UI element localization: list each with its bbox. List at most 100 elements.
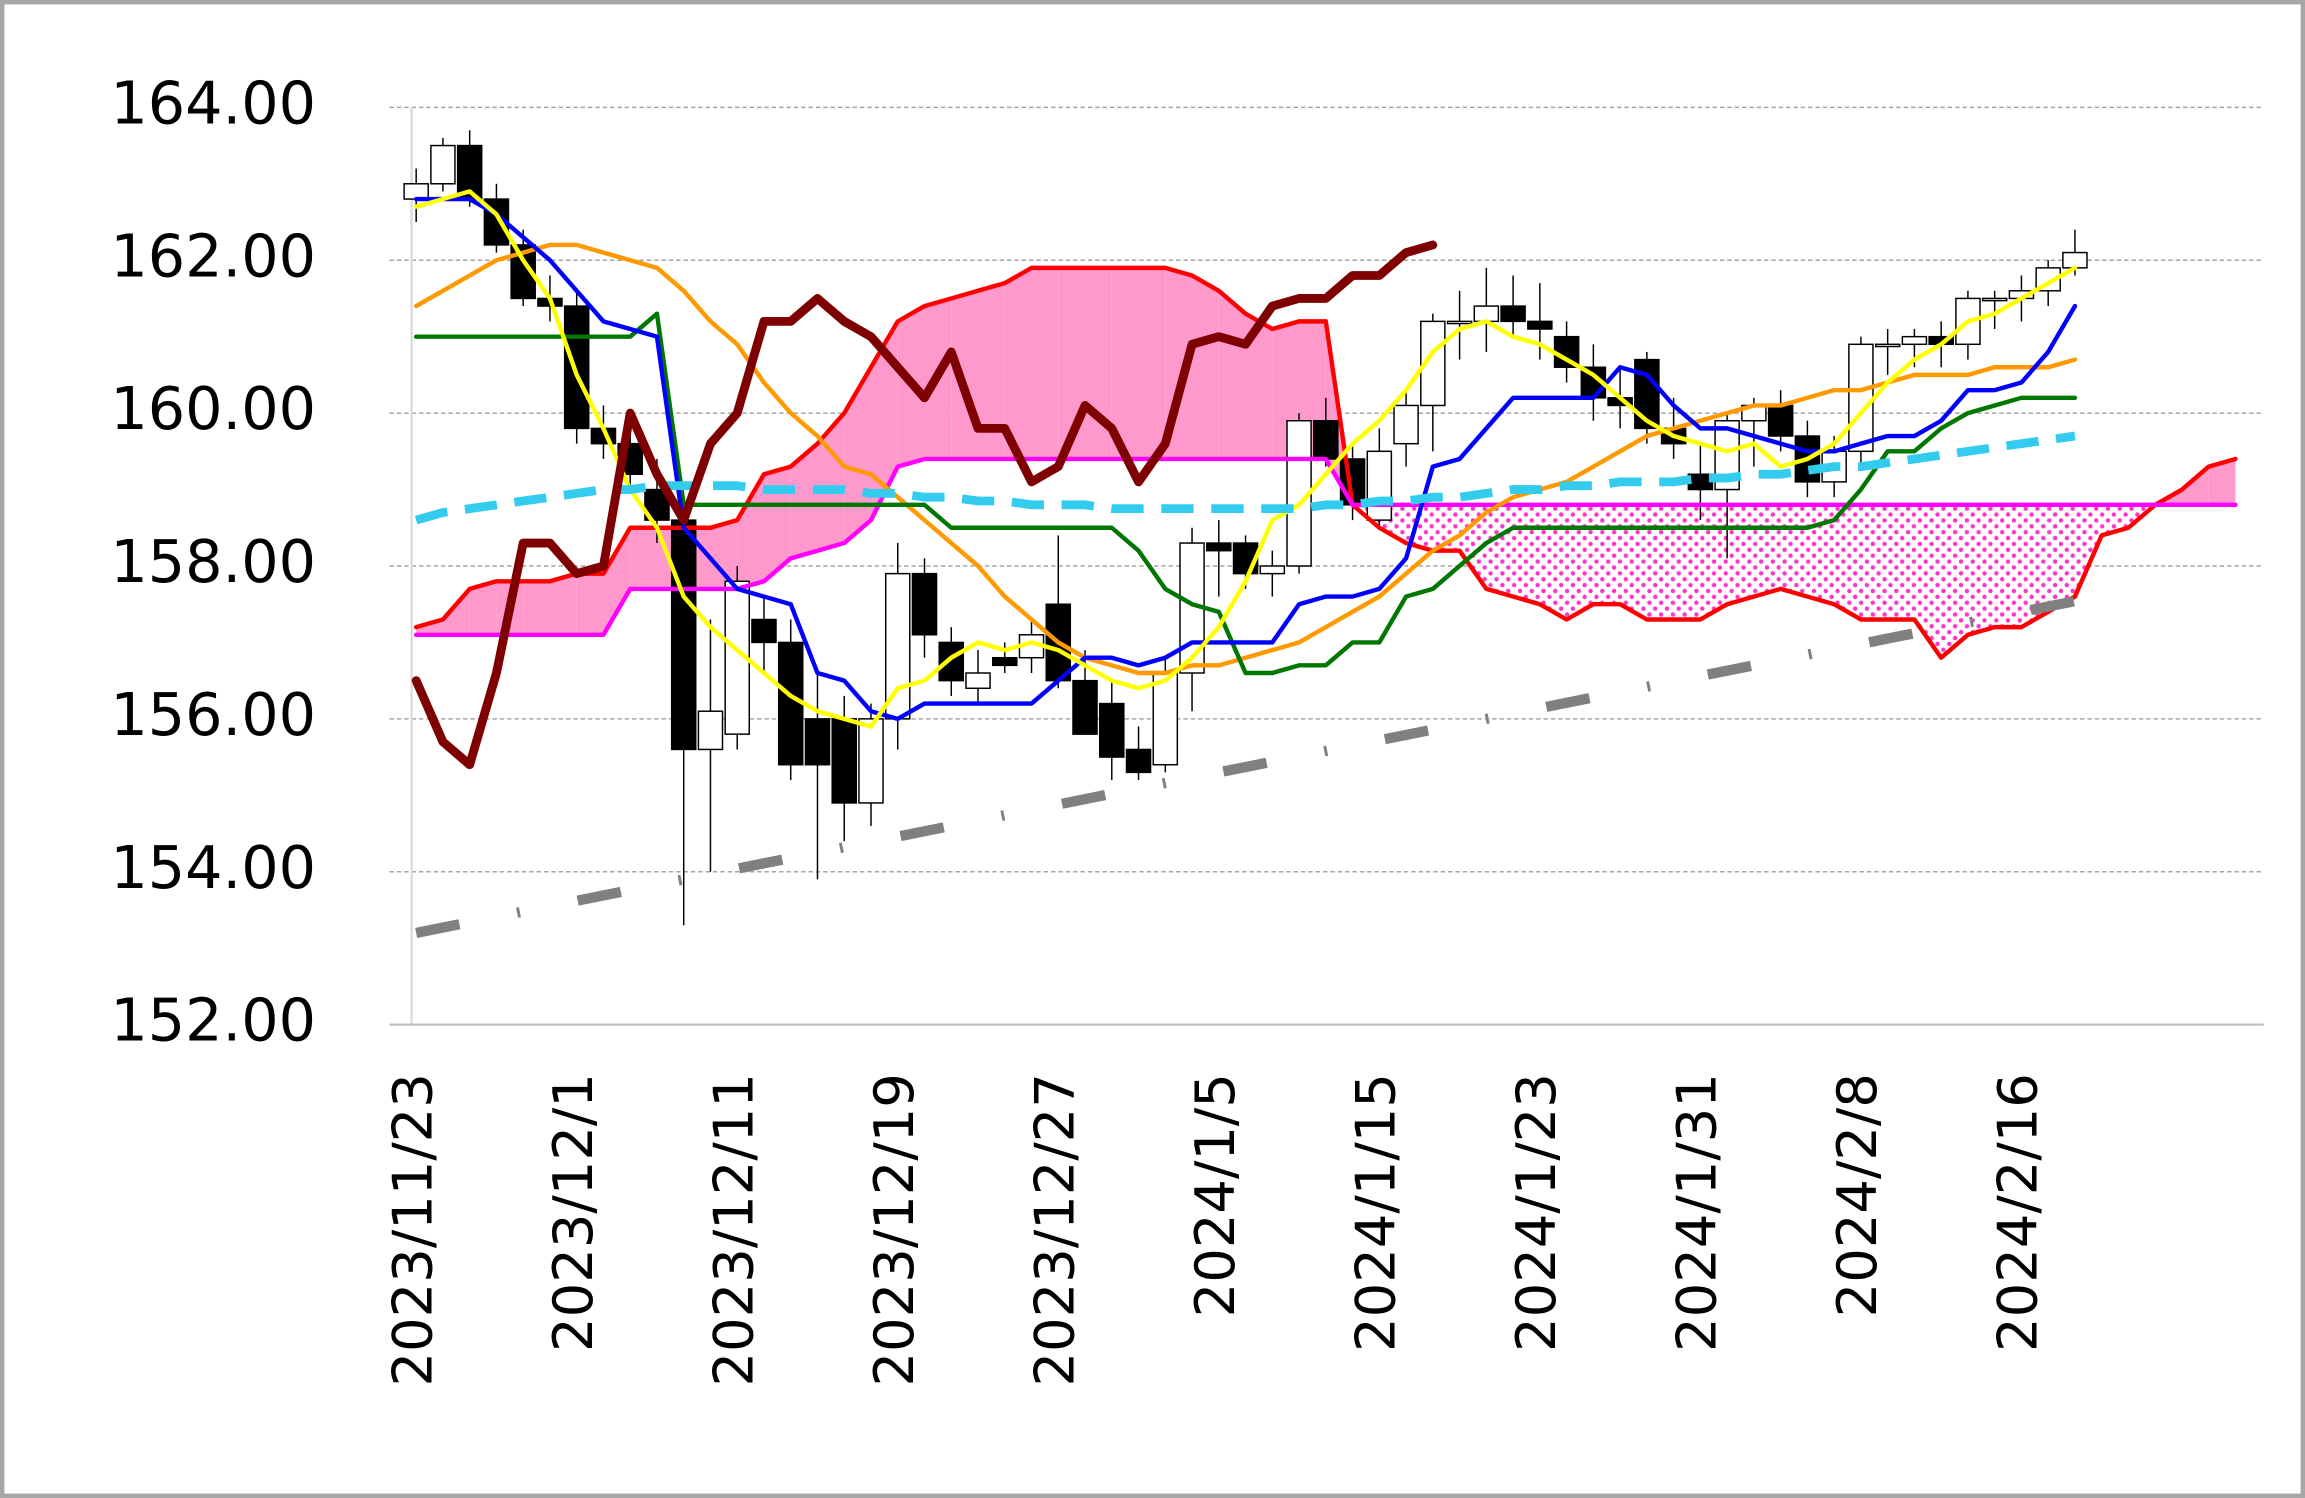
candle-body [751,618,777,644]
x-tick-label: 2024/2/8 [1826,1073,1889,1317]
x-tick-label: 2023/12/1 [542,1073,605,1352]
cloud-segment [2048,504,2075,612]
cloud-segment [1031,267,1059,459]
line-series [413,196,2078,722]
candle-body [1848,343,1874,453]
cloud-segment [442,588,470,635]
candle-body [1901,335,1928,346]
cloud-segment [1807,504,1835,605]
candle-body [938,641,965,682]
cloud-segment [790,443,818,559]
cloud-segment [576,573,604,635]
candle-body [430,144,456,185]
y-tick-label: 158.00 [110,527,316,596]
candle-body [1206,542,1232,552]
cloud-segment [2181,466,2209,505]
cloud-segment [1513,504,1540,605]
cloud-segment [710,520,738,589]
cloud-segment [469,581,497,635]
candle-body [884,572,911,720]
candle-body [1687,473,1714,491]
candle-body [831,718,858,804]
candle-body [1473,305,1500,323]
y-tick-label: 156.00 [110,680,316,749]
cloud-segment [978,283,1005,459]
candle-body [1553,335,1580,368]
candle-body [1259,565,1286,575]
cloud-segment [1780,504,1808,597]
candle-body [911,572,938,636]
cloud-segment [1727,504,1754,605]
x-tick-label: 2024/1/31 [1666,1073,1729,1352]
cloud-segment [1673,504,1701,620]
cloud-segment [763,466,791,582]
cloud-segment [549,573,577,635]
x-tick-label: 2023/12/19 [863,1073,926,1386]
cloud-segment [1967,504,1995,635]
cloud-segment [1218,290,1246,459]
candle-body [697,710,724,751]
line-series [411,240,1438,770]
candle-body [1500,305,1526,323]
cloud-segment [1192,275,1219,459]
cloud-segment [1834,504,1861,620]
candle-body [1981,297,2008,302]
cloud-segment [817,413,845,551]
cloud-segment [1539,504,1567,620]
candle-body [1874,343,1901,348]
cloud-segment [1753,504,1781,597]
y-tick-label: 162.00 [110,221,316,290]
y-tick-label: 160.00 [110,374,316,443]
cloud-segment [630,527,657,589]
cloud-segment [1245,313,1273,459]
candle-body [777,641,804,766]
x-tick-label: 2023/11/23 [381,1073,444,1386]
candle-body [1152,672,1179,766]
cloud-segment [844,367,871,544]
line-series [413,456,2238,637]
cloud-segment [1486,504,1514,597]
cloud-segment [1138,267,1166,459]
cloud-segment [2074,504,2102,597]
y-tick-label: 152.00 [110,986,316,1055]
cloud-segment [1004,267,1032,459]
candle-body [1072,679,1098,735]
cloud-segment [1994,504,2022,628]
candle-body [1767,404,1794,437]
cloud-segment [603,527,631,635]
cloud-segment [523,581,550,635]
cloud-segment [870,321,898,521]
y-tick-label: 164.00 [110,68,316,137]
candle-body [1366,450,1393,521]
candle-body [670,519,697,751]
cloud-segment [1700,504,1728,620]
cloud-segment [1914,504,1942,658]
candle-body [1446,320,1473,325]
candle-body [1339,458,1366,506]
cloud-segment [1646,504,1674,620]
candle-body [1125,748,1152,774]
cloud-segment [1887,504,1915,620]
candle-body [1099,702,1125,758]
cloud-segment [1111,267,1139,459]
line-series [415,596,2076,938]
x-tick-label: 2023/12/27 [1023,1073,1086,1386]
line-series [413,189,2078,729]
x-tick-label: 2023/12/11 [702,1073,765,1386]
cloud-segment [2021,504,2049,628]
candle-body [403,183,429,200]
candle-body [858,718,884,804]
candle-body [2062,251,2088,269]
candle-body [804,718,831,766]
line-series [413,242,2078,676]
x-tick-label: 2024/1/15 [1344,1073,1407,1352]
candle-body [965,672,991,690]
cloud-segment [1860,504,1888,620]
candle-body [1527,320,1553,330]
x-tick-label: 2024/2/16 [1987,1073,2050,1352]
candle-body [563,305,590,430]
cloud-segment [1620,504,1647,620]
